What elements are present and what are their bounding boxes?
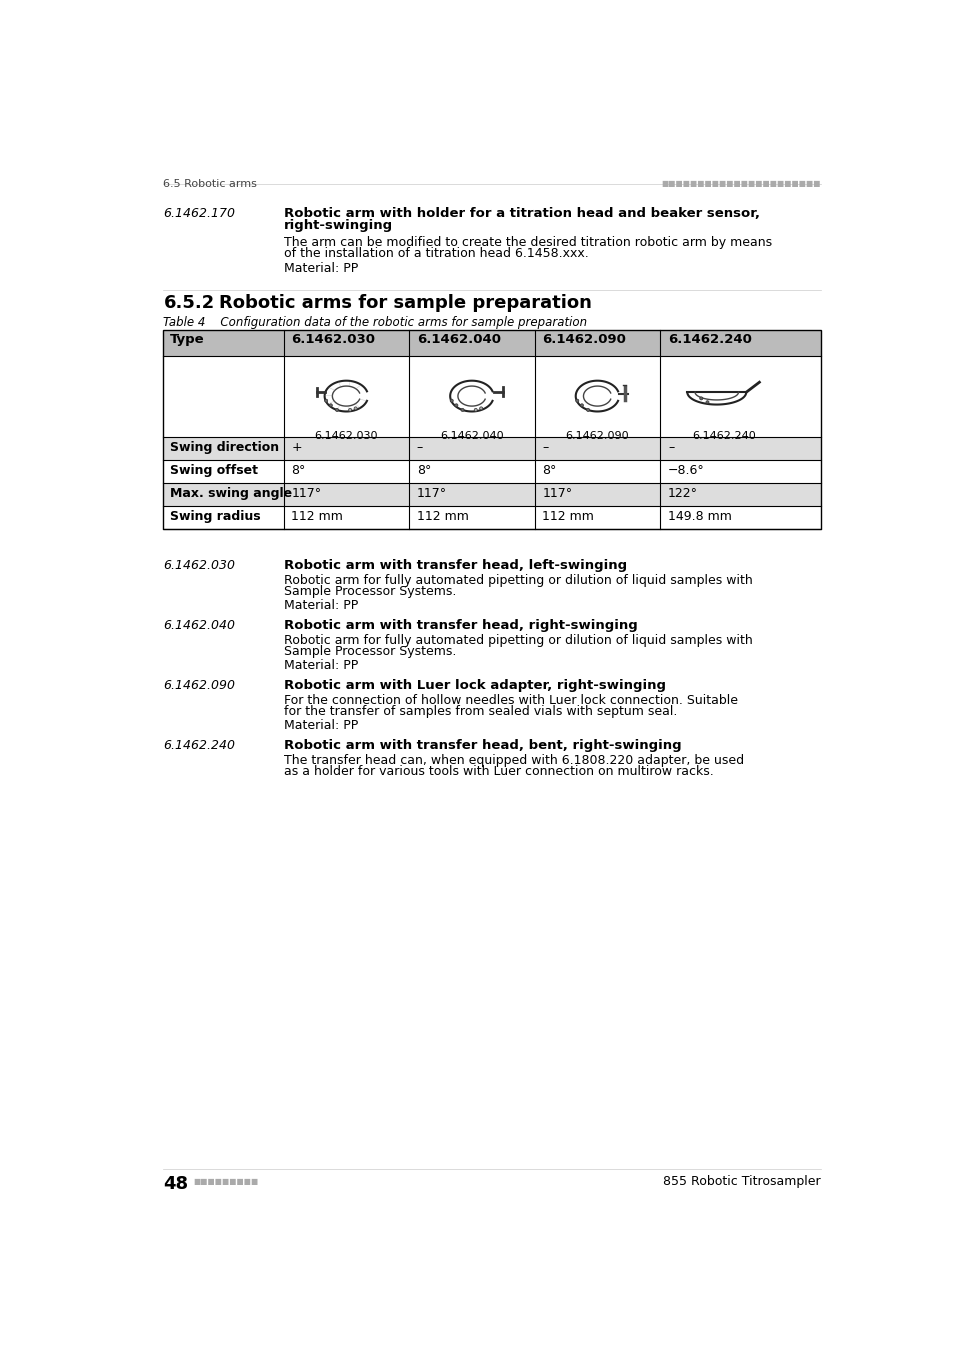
Text: 6.1462.090: 6.1462.090 [163,679,235,691]
Text: 6.1462.030: 6.1462.030 [163,559,235,571]
Bar [163,356,820,437]
Text: –: – [416,440,423,454]
Text: Swing offset: Swing offset [170,464,257,477]
Text: Swing radius: Swing radius [170,510,260,522]
Circle shape [586,409,589,412]
Text: Sample Processor Systems.: Sample Processor Systems. [284,645,456,657]
Text: 6.1462.090: 6.1462.090 [542,333,625,346]
Circle shape [324,400,328,402]
Text: Material: PP: Material: PP [284,659,358,672]
Text: 8°: 8° [291,464,305,477]
Text: Sample Processor Systems.: Sample Processor Systems. [284,585,456,598]
Bar [163,329,820,356]
Circle shape [479,406,482,410]
Bar [163,329,820,529]
Text: as a holder for various tools with Luer connection on multirow racks.: as a holder for various tools with Luer … [284,765,714,778]
Text: 122°: 122° [667,487,698,500]
Text: 8°: 8° [542,464,557,477]
Text: ■■■■■■■■■■■■■■■■■■■■■■: ■■■■■■■■■■■■■■■■■■■■■■ [660,180,820,188]
Circle shape [329,404,332,406]
Text: of the installation of a titration head 6.1458.xxx.: of the installation of a titration head … [284,247,588,259]
Text: 112 mm: 112 mm [291,510,343,522]
Bar [163,506,820,529]
Text: Material: PP: Material: PP [284,598,358,612]
Text: ■■■■■■■■■: ■■■■■■■■■ [193,1177,258,1185]
Circle shape [348,409,352,412]
Circle shape [354,406,356,410]
Text: 6.1462.030: 6.1462.030 [291,333,375,346]
Text: 112 mm: 112 mm [542,510,594,522]
Text: Swing direction: Swing direction [170,440,278,454]
Text: Robotic arm with holder for a titration head and beaker sensor,: Robotic arm with holder for a titration … [284,207,760,220]
Text: 6.1462.170: 6.1462.170 [163,207,235,220]
Circle shape [579,404,583,406]
Text: 149.8 mm: 149.8 mm [667,510,731,522]
Text: Robotic arm with transfer head, bent, right-swinging: Robotic arm with transfer head, bent, ri… [284,738,681,752]
Text: 117°: 117° [416,487,447,500]
Text: Robotic arm with transfer head, right-swinging: Robotic arm with transfer head, right-sw… [284,618,638,632]
Circle shape [575,400,578,402]
Text: Table 4    Configuration data of the robotic arms for sample preparation: Table 4 Configuration data of the roboti… [163,316,587,329]
Text: 6.1462.240: 6.1462.240 [692,431,756,440]
Text: 6.1462.040: 6.1462.040 [439,431,503,440]
Text: Max. swing angle: Max. swing angle [170,487,292,500]
Text: Robotic arm with Luer lock adapter, right-swinging: Robotic arm with Luer lock adapter, righ… [284,679,665,691]
Text: 855 Robotic Titrosampler: 855 Robotic Titrosampler [662,1174,820,1188]
Text: Type: Type [170,333,204,346]
Text: 6.5 Robotic arms: 6.5 Robotic arms [163,180,257,189]
Text: +: + [291,440,301,454]
Text: Robotic arm for fully automated pipetting or dilution of liquid samples with: Robotic arm for fully automated pipettin… [284,574,752,587]
Text: The transfer head can, when equipped with 6.1808.220 adapter, be used: The transfer head can, when equipped wit… [284,755,743,767]
Text: Material: PP: Material: PP [284,262,358,275]
Circle shape [474,409,476,412]
Text: 117°: 117° [542,487,572,500]
Text: For the connection of hollow needles with Luer lock connection. Suitable: For the connection of hollow needles wit… [284,694,738,707]
Text: Robotic arm for fully automated pipetting or dilution of liquid samples with: Robotic arm for fully automated pipettin… [284,634,752,647]
Text: –: – [667,440,674,454]
Circle shape [460,409,464,412]
Text: –: – [542,440,548,454]
Circle shape [705,401,708,404]
Text: Robotic arms for sample preparation: Robotic arms for sample preparation [219,294,592,312]
Text: −8.6°: −8.6° [667,464,704,477]
Text: Robotic arm with transfer head, left-swinging: Robotic arm with transfer head, left-swi… [284,559,627,571]
Text: 48: 48 [163,1174,189,1192]
Bar [163,460,820,483]
Text: 112 mm: 112 mm [416,510,468,522]
Text: for the transfer of samples from sealed vials with septum seal.: for the transfer of samples from sealed … [284,705,677,718]
Circle shape [450,400,453,402]
Text: Material: PP: Material: PP [284,718,358,732]
Text: 117°: 117° [291,487,321,500]
Text: 6.5.2: 6.5.2 [163,294,214,312]
Text: 6.1462.040: 6.1462.040 [416,333,500,346]
Circle shape [455,404,457,406]
Text: 8°: 8° [416,464,431,477]
Bar [163,483,820,506]
Text: The arm can be modified to create the desired titration robotic arm by means: The arm can be modified to create the de… [284,236,772,248]
Text: 6.1462.090: 6.1462.090 [565,431,629,440]
Bar [163,437,820,460]
Circle shape [335,409,338,412]
Circle shape [699,397,702,400]
Text: right-swinging: right-swinging [284,219,393,232]
Text: 6.1462.040: 6.1462.040 [163,618,235,632]
Text: 6.1462.030: 6.1462.030 [314,431,377,440]
Text: 6.1462.240: 6.1462.240 [163,738,235,752]
Text: 6.1462.240: 6.1462.240 [667,333,751,346]
